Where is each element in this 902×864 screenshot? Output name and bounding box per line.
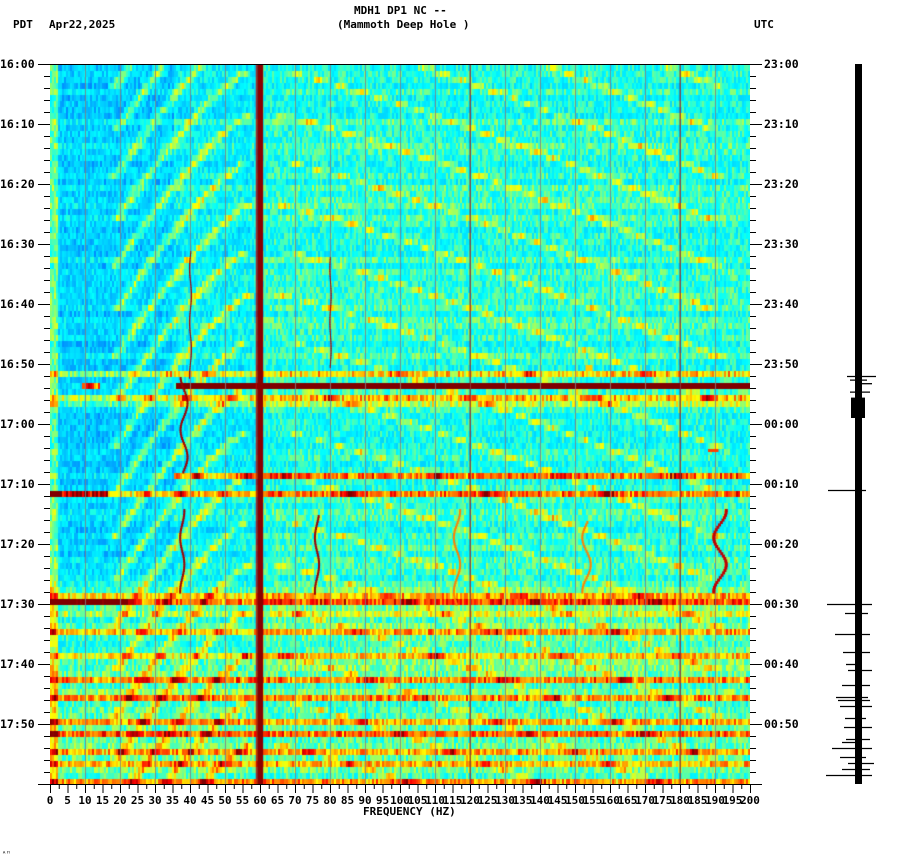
x-tick-175: 175 (653, 794, 673, 807)
y-tick-left-1710: 17:10 (0, 477, 35, 491)
y-tick-right-0050: 00:50 (764, 717, 799, 731)
y-tick-left-1730: 17:30 (0, 597, 35, 611)
station-location: (Mammoth Deep Hole ) (337, 18, 470, 31)
x-tick-30: 30 (148, 794, 161, 807)
x-tick-145: 145 (548, 794, 568, 807)
y-tick-right-2330: 23:30 (764, 237, 799, 251)
x-tick-135: 135 (513, 794, 533, 807)
corner-mark: ᴬᴴ (2, 850, 11, 858)
right-timezone-label: UTC (754, 18, 774, 31)
x-tick-75: 75 (306, 794, 319, 807)
date-label: Apr22,2025 (49, 18, 116, 31)
x-tick-20: 20 (113, 794, 126, 807)
y-tick-left-1740: 17:40 (0, 657, 35, 671)
x-tick-35: 35 (166, 794, 179, 807)
x-axis-label: FREQUENCY (HZ) (363, 805, 456, 818)
x-tick-155: 155 (583, 794, 603, 807)
y-tick-left-1700: 17:00 (0, 417, 35, 431)
seismogram-trace (855, 64, 862, 784)
x-tick-65: 65 (271, 794, 284, 807)
y-tick-left-1630: 16:30 (0, 237, 35, 251)
x-tick-55: 55 (236, 794, 249, 807)
x-tick-95: 95 (376, 794, 389, 807)
y-tick-right-2300: 23:00 (764, 57, 799, 71)
x-tick-195: 195 (723, 794, 743, 807)
x-tick-70: 70 (288, 794, 301, 807)
spectrogram-plot (50, 64, 750, 785)
y-tick-left-1600: 16:00 (0, 57, 35, 71)
y-tick-right-0020: 00:20 (764, 537, 799, 551)
x-tick-25: 25 (131, 794, 144, 807)
x-tick-100: 100 (390, 794, 410, 807)
x-tick-120: 120 (460, 794, 480, 807)
x-tick-185: 185 (688, 794, 708, 807)
y-tick-right-2310: 23:10 (764, 117, 799, 131)
station-title: MDH1 DP1 NC -- (354, 4, 447, 17)
x-tick-200: 200 (740, 794, 760, 807)
x-tick-60: 60 (253, 794, 266, 807)
x-tick-165: 165 (618, 794, 638, 807)
spectrogram-heatmap (50, 65, 750, 785)
left-timezone-label: PDT (13, 18, 33, 31)
x-tick-125: 125 (478, 794, 498, 807)
x-tick-15: 15 (96, 794, 109, 807)
x-tick-10: 10 (78, 794, 91, 807)
y-tick-right-0040: 00:40 (764, 657, 799, 671)
y-tick-right-0030: 00:30 (764, 597, 799, 611)
y-tick-left-1720: 17:20 (0, 537, 35, 551)
x-tick-130: 130 (495, 794, 515, 807)
x-tick-160: 160 (600, 794, 620, 807)
x-tick-115: 115 (443, 794, 463, 807)
y-tick-left-1750: 17:50 (0, 717, 35, 731)
x-tick-80: 80 (323, 794, 336, 807)
x-tick-150: 150 (565, 794, 585, 807)
y-tick-right-2340: 23:40 (764, 297, 799, 311)
x-tick-5: 5 (64, 794, 71, 807)
x-tick-170: 170 (635, 794, 655, 807)
y-tick-right-2350: 23:50 (764, 357, 799, 371)
x-tick-45: 45 (201, 794, 214, 807)
x-tick-50: 50 (218, 794, 231, 807)
y-tick-left-1650: 16:50 (0, 357, 35, 371)
y-tick-left-1620: 16:20 (0, 177, 35, 191)
y-tick-right-0010: 00:10 (764, 477, 799, 491)
x-tick-180: 180 (670, 794, 690, 807)
y-tick-left-1610: 16:10 (0, 117, 35, 131)
x-tick-190: 190 (705, 794, 725, 807)
y-tick-right-2320: 23:20 (764, 177, 799, 191)
x-tick-140: 140 (530, 794, 550, 807)
y-tick-right-0000: 00:00 (764, 417, 799, 431)
x-tick-90: 90 (358, 794, 371, 807)
y-tick-left-1640: 16:40 (0, 297, 35, 311)
x-tick-85: 85 (341, 794, 354, 807)
x-tick-0: 0 (47, 794, 54, 807)
x-tick-105: 105 (408, 794, 428, 807)
x-tick-40: 40 (183, 794, 196, 807)
x-tick-110: 110 (425, 794, 445, 807)
